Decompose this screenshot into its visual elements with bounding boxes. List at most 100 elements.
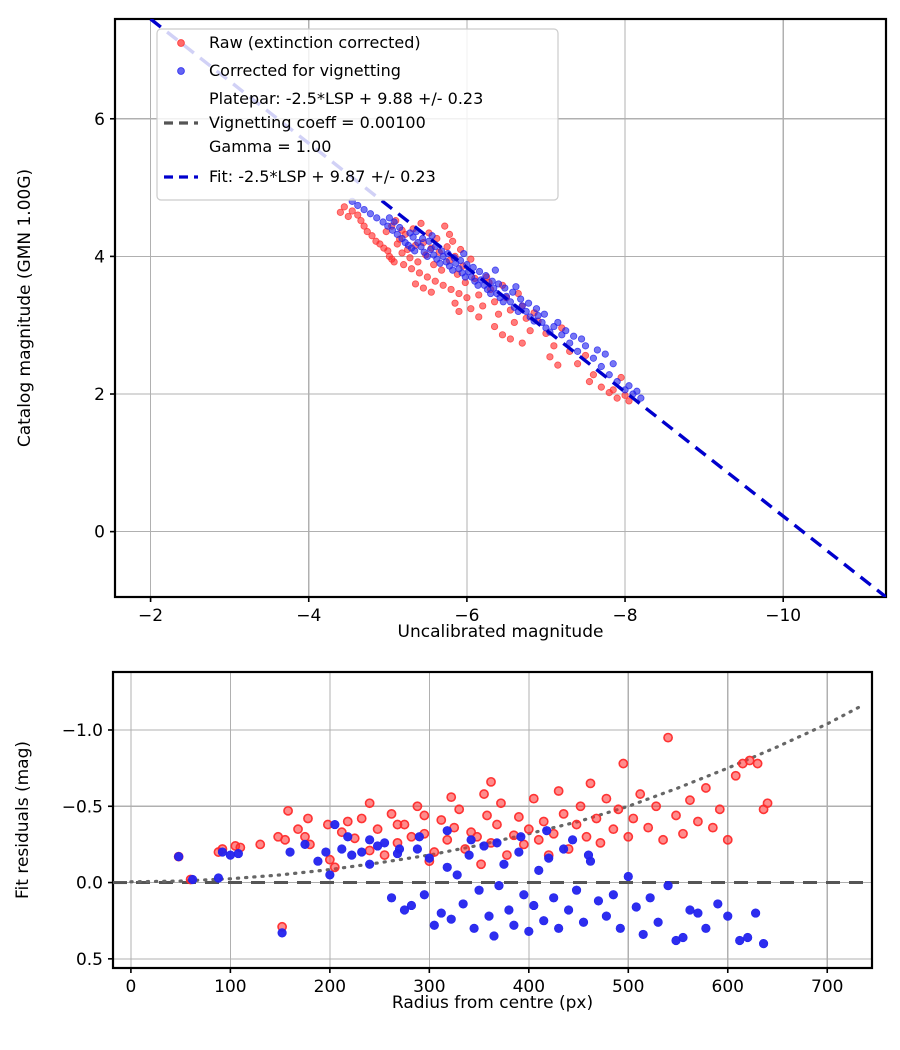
residual-point — [379, 838, 390, 848]
residual-point — [414, 832, 424, 842]
residual-point — [233, 848, 243, 859]
data-point — [494, 310, 503, 318]
legend-label: Vignetting coeff = 0.00100 — [209, 113, 426, 132]
residual-point — [486, 776, 496, 787]
legend: Raw (extinction corrected) Corrected for … — [156, 28, 559, 201]
data-point — [423, 273, 431, 281]
data-point — [360, 206, 368, 214]
residual-point — [187, 874, 198, 885]
residual-point — [469, 923, 479, 933]
residual-point — [529, 900, 539, 911]
data-point — [400, 261, 408, 269]
data-point — [406, 254, 414, 262]
residual-point — [743, 932, 753, 943]
data-point — [431, 277, 439, 285]
data-point — [441, 222, 449, 230]
residual-point — [571, 819, 582, 830]
residual-point — [593, 896, 604, 906]
data-point — [456, 256, 465, 265]
data-point — [475, 313, 483, 321]
data-point — [475, 291, 483, 299]
data-point — [414, 258, 422, 266]
data-point — [368, 232, 376, 240]
residual-point — [658, 834, 669, 845]
residual-point — [213, 873, 224, 883]
data-point — [411, 280, 420, 288]
x-tick-label: −4 — [296, 606, 321, 626]
data-point — [449, 237, 457, 245]
data-point — [363, 228, 371, 236]
legend-label: Platepar: -2.5*LSP + 9.88 +/- 0.23 — [209, 89, 483, 108]
bottom-data-layer — [113, 703, 872, 949]
residual-point — [283, 805, 293, 816]
residual-point — [399, 905, 410, 915]
residual-point — [446, 914, 456, 924]
residual-point — [678, 932, 688, 943]
y-tick-label: −1.0 — [62, 721, 103, 741]
scatter-series-corrected — [348, 197, 645, 402]
data-point — [396, 223, 404, 232]
y-tick-label: −0.5 — [62, 797, 103, 817]
legend-label: Fit: -2.5*LSP + 9.87 +/- 0.23 — [209, 167, 436, 186]
data-point — [499, 298, 507, 306]
residual-point — [653, 917, 663, 927]
residual-point — [563, 905, 574, 915]
residual-point — [484, 911, 494, 921]
residual-point — [372, 824, 383, 835]
x-tick-label: −10 — [765, 606, 801, 626]
axes-frame — [111, 670, 874, 970]
residual-point — [273, 831, 284, 842]
residual-point — [392, 819, 403, 830]
residual-point — [429, 847, 440, 857]
residual-point — [544, 853, 554, 863]
data-point — [550, 342, 558, 350]
data-point — [460, 250, 468, 258]
residual-point — [313, 856, 323, 866]
data-point — [479, 302, 487, 310]
residual-point — [482, 810, 492, 821]
data-point — [447, 285, 455, 294]
data-point — [597, 383, 605, 391]
residual-point — [528, 793, 539, 804]
data-point — [581, 342, 590, 350]
legend-marker-dot — [177, 39, 185, 47]
residual-point — [700, 783, 711, 793]
residual-point — [758, 938, 769, 949]
data-point — [625, 382, 633, 390]
residual-point — [618, 758, 629, 769]
data-point — [419, 234, 427, 243]
data-point — [577, 335, 586, 343]
residual-point — [329, 862, 340, 873]
residual-point — [412, 844, 422, 854]
data-point — [437, 266, 446, 274]
residual-point — [671, 810, 681, 821]
residual-point — [595, 837, 606, 848]
data-point — [589, 371, 598, 379]
data-point — [439, 281, 447, 289]
residual-point — [744, 755, 755, 766]
data-point — [494, 280, 503, 288]
residual-point — [523, 824, 534, 835]
data-point — [451, 299, 459, 307]
residual-point — [518, 839, 529, 850]
data-point — [398, 249, 406, 257]
data-point — [609, 386, 617, 394]
residual-point — [492, 819, 502, 830]
residual-point — [538, 816, 549, 827]
residual-point — [442, 834, 453, 845]
residual-point — [452, 870, 462, 880]
residual-point — [707, 822, 718, 833]
residual-point — [701, 923, 711, 933]
residual-point — [464, 850, 474, 860]
x-tick-label: 200 — [314, 977, 346, 997]
residual-point — [364, 845, 375, 856]
y-tick-label: 2 — [94, 385, 105, 405]
residual-point — [524, 926, 534, 936]
fit-residuals-plot: 0 100 200 300 400 500 600 700 0.5 0.0 −0.5 −1.0 Radi… — [13, 670, 874, 1013]
data-point — [510, 318, 518, 327]
data-point — [625, 397, 633, 405]
data-point — [348, 207, 356, 215]
data-point — [379, 218, 387, 226]
